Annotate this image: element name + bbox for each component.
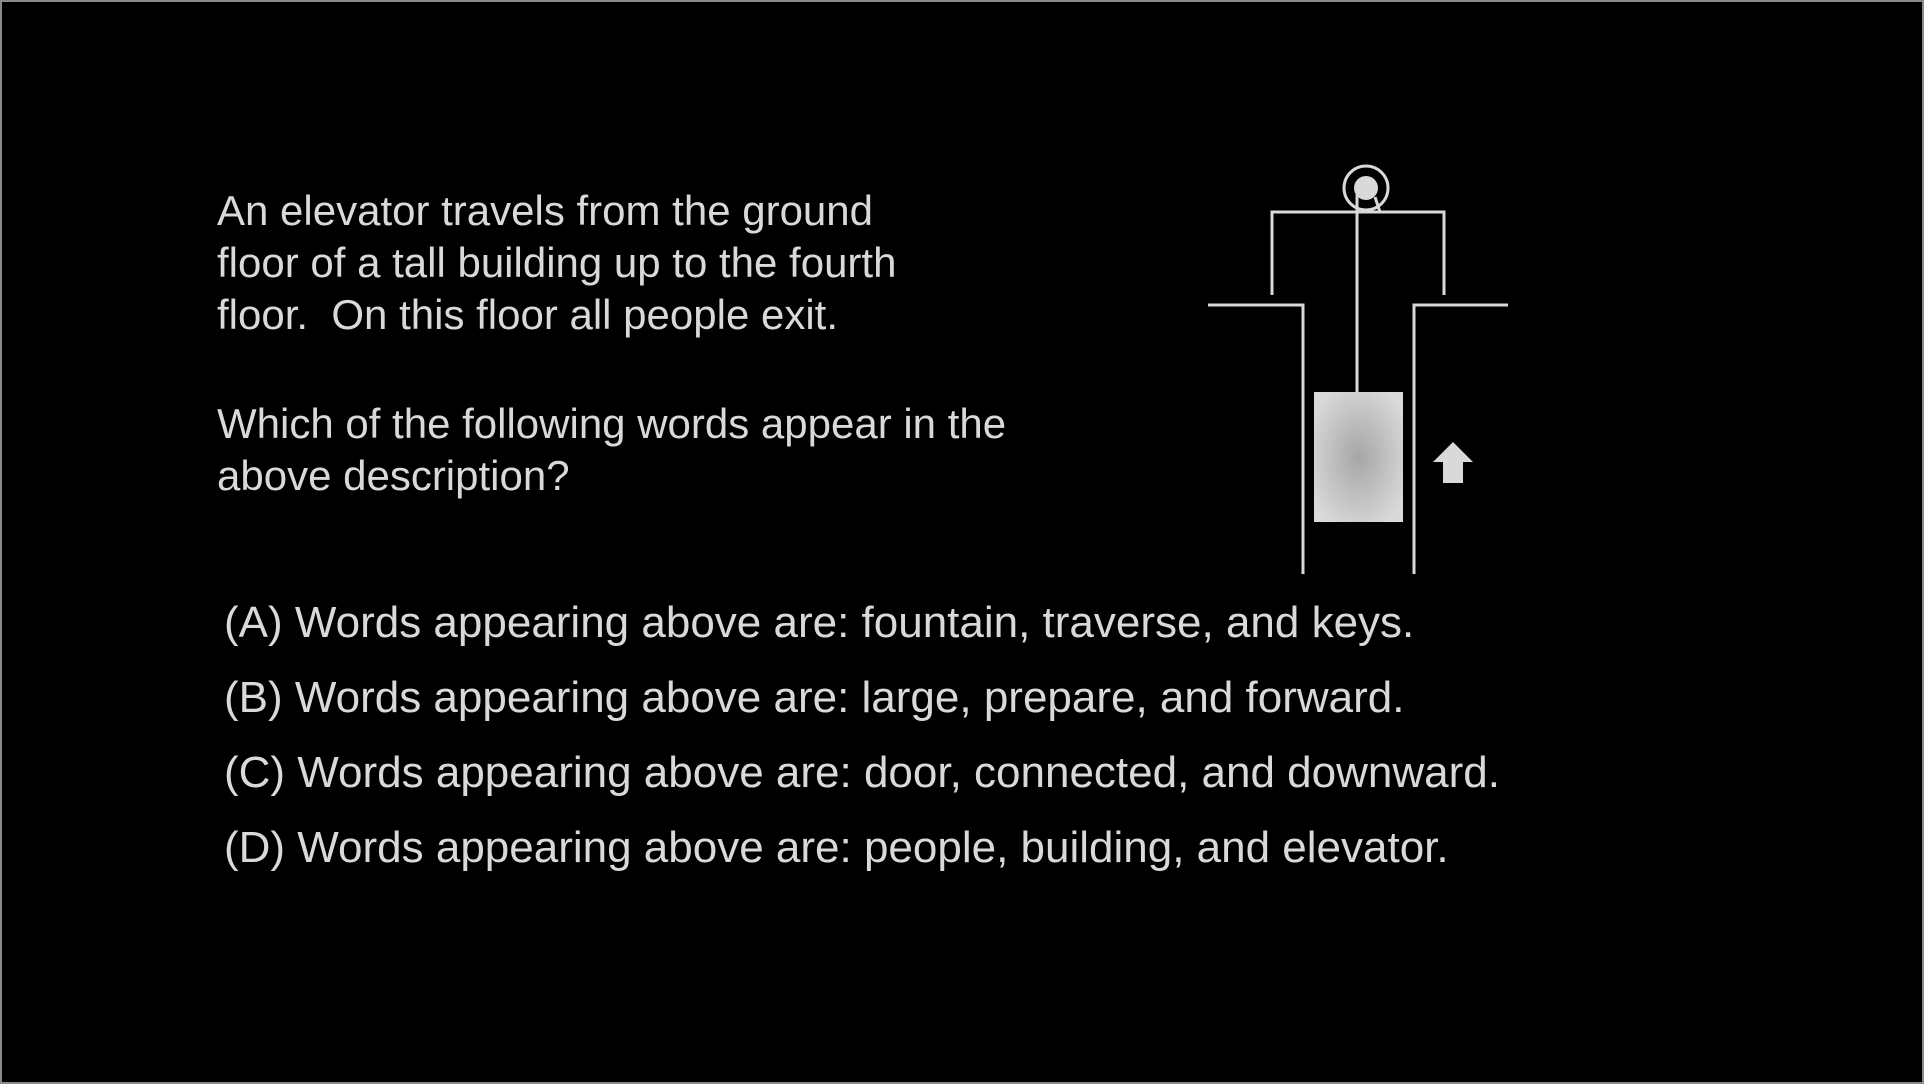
passage-text: An elevator travels from the ground floo… xyxy=(217,185,977,341)
passage-line: floor. On this floor all people exit. xyxy=(217,291,838,338)
shaft-left-wall xyxy=(1208,303,1305,574)
question-line: above description? xyxy=(217,452,570,499)
option-d[interactable]: (D) Words appearing above are: people, b… xyxy=(224,823,1449,872)
question-text: Which of the following words appear in t… xyxy=(217,398,1117,502)
passage-line: An elevator travels from the ground xyxy=(217,187,874,234)
option-c[interactable]: (C) Words appearing above are: door, con… xyxy=(224,748,1500,797)
pulley-hub xyxy=(1354,176,1378,200)
question-line: Which of the following words appear in t… xyxy=(217,400,1007,447)
option-a[interactable]: (A) Words appearing above are: fountain,… xyxy=(224,598,1415,647)
passage-line: floor of a tall building up to the fourt… xyxy=(217,239,897,286)
shaft-right-wall xyxy=(1412,303,1508,574)
elevator-shaft-icon xyxy=(1208,164,1508,574)
answer-options: (A) Words appearing above are: fountain,… xyxy=(224,598,1500,898)
cable-counter xyxy=(1373,196,1382,213)
pulley xyxy=(1342,164,1390,212)
option-b[interactable]: (B) Words appearing above are: large, pr… xyxy=(224,673,1405,722)
up-arrow-icon xyxy=(1433,442,1473,483)
elevator-car xyxy=(1314,392,1403,522)
